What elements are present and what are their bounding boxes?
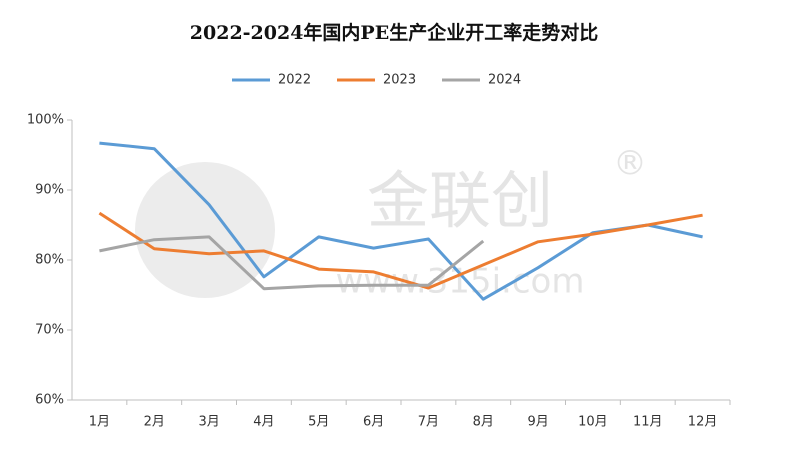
y-tick-label: 60%	[35, 393, 64, 408]
x-tick-label: 7月	[418, 415, 439, 430]
legend-label: 2023	[383, 73, 416, 88]
legend-label: 2024	[488, 73, 521, 88]
x-tick-label: 6月	[363, 415, 384, 430]
x-tick-label: 3月	[198, 415, 219, 430]
series-line	[98, 211, 703, 290]
x-tick-label: 1月	[89, 415, 110, 430]
legend-label: 2022	[278, 73, 311, 88]
chart-title: 2022-2024年国内PE生产企业开工率走势对比	[190, 21, 598, 44]
x-tick-label: 10月	[578, 415, 608, 430]
x-tick-label: 11月	[633, 415, 663, 430]
x-tick-label: 9月	[527, 415, 548, 430]
watermark-brand: 金联创	[367, 164, 553, 237]
x-tick-label: 5月	[308, 415, 329, 430]
y-tick-label: 80%	[35, 253, 64, 268]
y-tick-label: 70%	[35, 323, 64, 338]
x-tick-label: 4月	[253, 415, 274, 430]
x-tick-label: 2月	[144, 415, 165, 430]
series-line	[99, 235, 485, 291]
x-tick-label: 12月	[688, 415, 718, 430]
y-tick-label: 90%	[35, 183, 64, 198]
watermark-logo	[135, 162, 275, 298]
watermark-mark: ®	[613, 144, 647, 184]
watermark-url: www.315i.com	[336, 262, 585, 302]
x-tick-label: 8月	[473, 415, 494, 430]
y-tick-label: 100%	[27, 113, 64, 128]
